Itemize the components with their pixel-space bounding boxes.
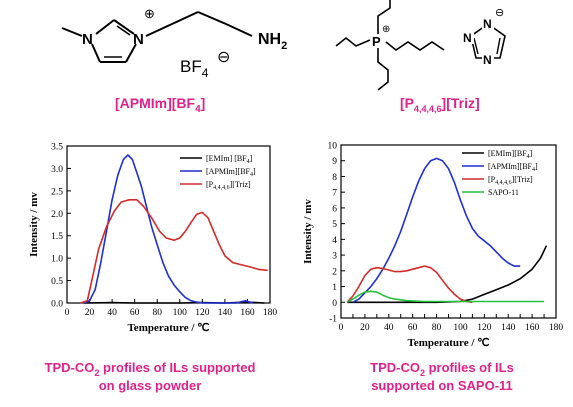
right-series-line-3 [346,290,545,304]
left-series-line-2 [80,199,268,304]
right-caption-line1: TPD-CO2 profiles of ILs [370,360,514,378]
left-y-tick-label: 0.0 [51,300,63,310]
chart-right: 0 20 40 60 80 100 120 140 160 180-1012345678910Te… [302,142,563,350]
triazole-nitrogen-left: N [463,31,472,45]
left-x-axis-label: Temperature / ℃ [127,322,209,334]
left-y-tick-label: 2.0 [51,210,63,220]
right-x-tick-label: 120 [477,323,492,333]
right-y-axis-label: Intensity / mv [302,199,314,264]
left-legend-label-0: [EMIm] [BF4] [206,154,253,165]
right-x-tick-label: 160 [525,323,540,333]
imidazole-nitrogen-left: N [82,31,93,48]
left-compound-name: [APMIm][BF4] [115,95,205,115]
right-legend-label-3: SAPO-11 [488,188,519,197]
left-caption-line2: on glass powder [99,378,202,393]
right-compound-name: [P4,4,4,6][Triz] [400,95,480,114]
chart-left: 0 20 40 60 80 100 120 140 160 180 0.0 0.5 1.0 1.5 2.0 2… [28,143,277,335]
left-x-tick-label: 180 [263,308,278,318]
triazolide-charge-icon: ⊖ [495,7,504,19]
right-caption-line2: supported on SAPO-11 [371,378,513,393]
right-legend-label-1: [APMIm][BF4] [488,162,538,173]
right-x-tick-label: 100 [453,323,468,333]
left-x-tick-label: 160 [240,308,255,318]
right-x-tick-label: 20 [360,323,370,333]
left-legend-label-1: [APMIm][BF4] [206,167,256,178]
right-series-line-2 [346,265,473,304]
imidazole-nitrogen-right: N [133,31,144,48]
cation-charge-icon: ⊕ [144,6,155,21]
right-x-tick-label: 180 [549,323,564,333]
anion-charge-icon: ⊖ [217,49,230,66]
right-y-tick-label: 6 [332,204,337,214]
amine-label: NH2 [258,31,287,52]
left-legend-label-2: [P4,4,4,6][Triz] [206,180,251,191]
right-y-tick-label: 9 [332,157,337,167]
left-x-tick-label: 40 [107,308,117,318]
right-x-axis-label: Temperature / ℃ [407,337,489,349]
right-y-tick-label: 7 [332,189,337,199]
right-y-tick-label: 4 [332,236,337,246]
apmim-structure: N N ⊕ NH2 BF4 ⊖ [61,6,287,80]
left-y-tick-label: 3.5 [51,143,63,153]
left-x-tick-label: 20 [85,308,95,318]
left-y-tick-label: 0.5 [51,277,63,287]
right-series-line-1 [352,157,521,304]
left-y-tick-label: 1.0 [51,255,63,265]
right-x-tick-label: 0 [339,323,344,333]
phosphonium-charge-icon: ⊕ [382,24,390,35]
right-series-line-0 [347,245,548,304]
left-series-line-1 [83,154,254,304]
left-x-tick-label: 140 [218,308,233,318]
right-x-tick-label: 60 [408,323,418,333]
right-y-tick-label: 2 [332,267,337,277]
left-y-tick-label: 1.5 [51,232,63,242]
triazole-nitrogen-bottom: N [483,53,492,67]
left-x-tick-label: 100 [173,308,188,318]
left-caption-line1: TPD-CO2 profiles of ILs supported [45,360,256,378]
left-y-axis-label: Intensity / mv [28,192,40,257]
phosphorus-atom: P [372,34,381,49]
right-y-tick-label: 10 [328,142,338,152]
right-x-tick-label: 80 [432,323,442,333]
right-legend-label-0: [EMIm][BF4] [488,149,533,160]
right-y-tick-label: 8 [332,173,337,183]
right-y-tick-label: 1 [332,283,337,293]
right-y-tick-label: 0 [332,299,337,309]
left-x-tick-label: 60 [130,308,140,318]
triazole-nitrogen-top: N [483,17,492,31]
left-x-tick-label: 80 [152,308,162,318]
right-legend-label-2: [P4,4,4,6][Triz] [488,175,533,186]
right-x-tick-label: 140 [501,323,516,333]
left-y-tick-label: 3.0 [51,165,63,175]
bf4-anion-label: BF4 [180,57,209,80]
right-x-tick-label: 40 [384,323,394,333]
phosphonium-structure: P ⊕ [335,0,445,91]
left-y-tick-label: 2.5 [51,187,63,197]
right-y-tick-label: 3 [332,252,337,262]
left-x-tick-label: 120 [195,308,210,318]
right-y-tick-label: -1 [329,315,337,325]
triazolide-structure: N N N ⊖ [462,7,506,67]
right-y-tick-label: 5 [332,220,337,230]
left-x-tick-label: 0 [65,308,70,318]
